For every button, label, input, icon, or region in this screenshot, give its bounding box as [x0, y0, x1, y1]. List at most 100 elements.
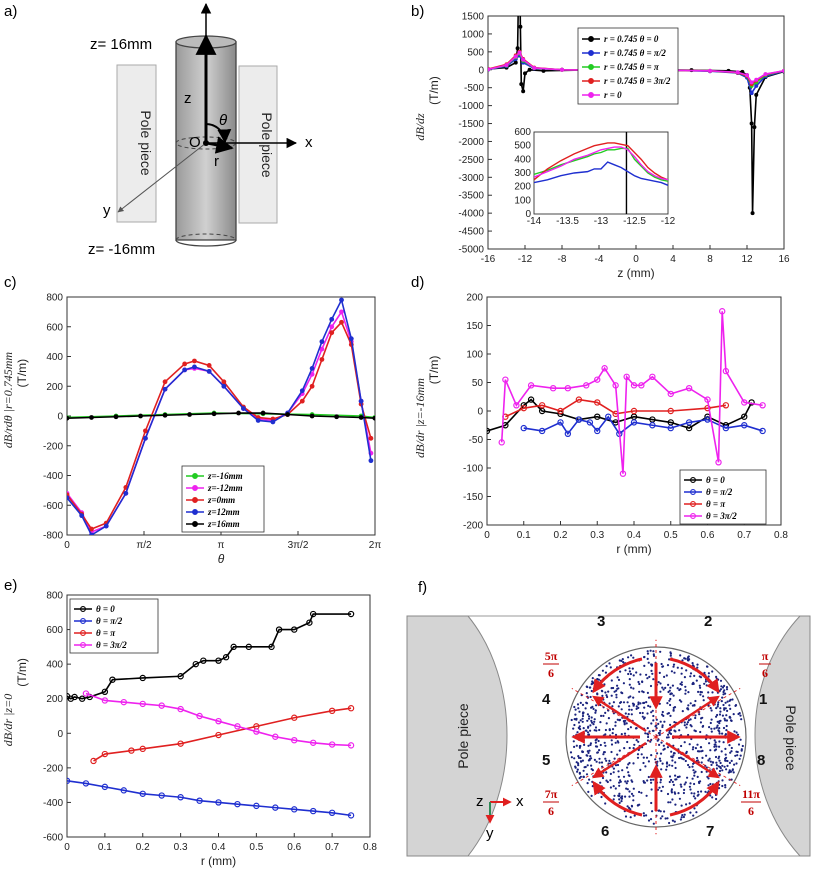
- particle-dot: [699, 730, 702, 734]
- particle-dot: [673, 671, 676, 674]
- data-point: [196, 712, 203, 720]
- particle-dot: [718, 732, 721, 735]
- legend-marker: [80, 618, 86, 624]
- data-point: [715, 459, 722, 466]
- particle-dot: [616, 718, 619, 721]
- data-point: [513, 60, 518, 65]
- particle-dot: [643, 781, 647, 784]
- data-point: [71, 693, 78, 701]
- particle-dot: [678, 775, 681, 778]
- particle-dot: [618, 795, 621, 798]
- particle-dot: [649, 684, 653, 688]
- particle-dot: [609, 666, 612, 669]
- particle-dot: [582, 711, 585, 714]
- y-tick-label: 800: [46, 293, 63, 304]
- particle-dot: [732, 738, 735, 741]
- particle-dot: [594, 679, 597, 682]
- particle-dot: [644, 732, 647, 735]
- particle-dot: [735, 762, 738, 765]
- particle-dot: [646, 650, 649, 653]
- particle-dot: [723, 765, 726, 768]
- particle-dot: [721, 696, 724, 699]
- particle-dot: [612, 785, 615, 788]
- segment-8-label: 8: [757, 752, 765, 769]
- legend-entry: θ = π/2: [96, 616, 123, 626]
- particle-dot: [724, 701, 727, 704]
- particle-dot: [613, 757, 616, 760]
- segment-6-label: 6: [601, 823, 609, 840]
- y-axis-expr-e: dB/dr |z=0: [1, 694, 15, 746]
- particle-dot: [698, 781, 701, 785]
- legend-marker: [690, 477, 696, 483]
- particle-dot: [692, 769, 695, 772]
- particle-dot: [591, 780, 594, 784]
- particle-dot: [737, 712, 740, 716]
- y-tick-label: -5000: [458, 245, 484, 256]
- particle-dot: [585, 685, 588, 688]
- particle-dot: [649, 778, 653, 782]
- particle-dot: [595, 738, 598, 741]
- particle-dot: [610, 694, 613, 697]
- cylinder-bottom: [175, 239, 237, 247]
- legend-e: θ = 0 θ = π/2 θ = π θ = 3π/2: [69, 598, 159, 654]
- data-point: [754, 92, 759, 97]
- particle-dot: [733, 730, 736, 733]
- particle-dot: [667, 690, 670, 694]
- data-point: [564, 385, 572, 392]
- data-point: [521, 89, 526, 94]
- particle-dot: [672, 694, 675, 697]
- data-point: [309, 739, 317, 746]
- particle-dot: [707, 759, 710, 762]
- particle-dot: [572, 727, 575, 730]
- particle-dot: [665, 768, 668, 771]
- particle-dot: [708, 773, 711, 776]
- particle-dot: [589, 742, 593, 745]
- inset-zoom-b: -14 -13.5 -13 -12.5 -12 0 100 200 300 400 500 600: [514, 127, 675, 227]
- particle-dot: [688, 766, 691, 769]
- data-point: [667, 424, 674, 432]
- particle-dot: [716, 705, 719, 708]
- particle-dot: [632, 674, 635, 677]
- particle-dot: [696, 775, 699, 779]
- data-point: [358, 415, 364, 420]
- angle-5pi6-num: 5π: [545, 649, 558, 663]
- angle-7pi6-den: 6: [548, 804, 554, 818]
- data-point: [89, 415, 94, 420]
- particle-dot: [711, 670, 714, 673]
- angle-11pi6-den: 6: [748, 804, 754, 818]
- particle-dot: [625, 787, 628, 790]
- particle-dot: [680, 681, 683, 684]
- particle-dot: [660, 789, 663, 793]
- particle-dot: [716, 703, 720, 706]
- particle-dot: [578, 771, 581, 775]
- data-point: [722, 367, 730, 375]
- particle-dot: [710, 774, 714, 778]
- legend-entry: θ = 3π/2: [96, 640, 127, 650]
- particle-dot: [609, 786, 613, 789]
- inset-y-tick-label: 100: [514, 195, 531, 206]
- particle-dot: [683, 676, 687, 679]
- particle-dot: [734, 704, 738, 707]
- particle-dot: [719, 707, 722, 710]
- particle-dot: [733, 763, 736, 766]
- particle-dot: [725, 719, 729, 722]
- data-point: [101, 688, 109, 696]
- particle-dot: [578, 725, 581, 728]
- particle-dot: [698, 750, 701, 753]
- legend-marker: [192, 473, 198, 479]
- data-point: [309, 383, 315, 389]
- particle-dot: [640, 791, 643, 794]
- data-point: [158, 792, 165, 799]
- particle-dot: [731, 768, 735, 771]
- particle-dot: [617, 678, 621, 682]
- series-line: [85, 692, 352, 747]
- particle-dot: [717, 701, 720, 704]
- particle-dot: [726, 709, 729, 713]
- particle-dot: [632, 656, 635, 659]
- particle-dot: [576, 703, 580, 706]
- legend-b: r = 0.745 θ = 0 r = 0.745 θ = π/2 r = 0.74…: [577, 27, 679, 105]
- particle-dot: [628, 708, 631, 711]
- inset-series-line: [534, 161, 668, 186]
- data-point: [594, 399, 601, 406]
- data-point: [329, 330, 335, 336]
